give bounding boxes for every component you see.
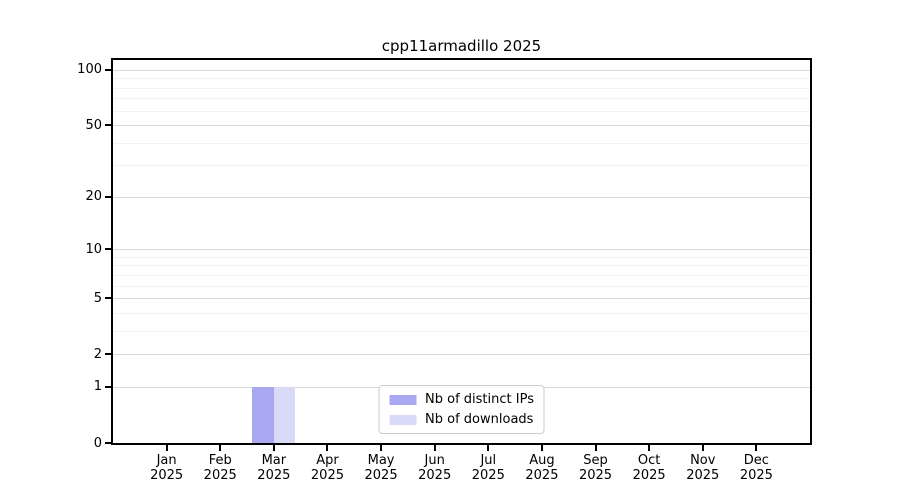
y-axis-tick-label: 50 [85, 117, 102, 133]
gridline-minor [113, 265, 810, 267]
legend-item-distinct-ips: Nb of distinct IPs [389, 392, 534, 407]
x-axis-tick [540, 445, 543, 451]
legend-swatch-distinct-ips-icon [389, 394, 417, 405]
x-axis-tick-label: Dec 2025 [739, 453, 773, 483]
x-axis-tick [701, 445, 704, 451]
x-axis-tick-label: Feb 2025 [203, 453, 237, 483]
x-axis-tick [487, 445, 490, 451]
x-axis-tick-label: Jan 2025 [150, 453, 184, 483]
x-axis-tick-label: Jul 2025 [471, 453, 505, 483]
y-axis-tick-label: 2 [93, 346, 102, 362]
x-axis-tick [648, 445, 651, 451]
x-axis-tick-label: Nov 2025 [686, 453, 720, 483]
gridline-minor [113, 78, 810, 80]
gridline-minor [113, 285, 810, 287]
gridline-minor [113, 98, 810, 100]
gridline-minor [113, 142, 810, 144]
gridline-minor [113, 165, 810, 167]
x-axis-tick [433, 445, 436, 451]
y-axis-tick-label: 10 [85, 241, 102, 257]
gridline-major [113, 69, 810, 71]
x-axis-tick-label: Oct 2025 [632, 453, 666, 483]
y-axis-tick-label: 100 [77, 62, 102, 78]
y-axis-tick-label: 1 [93, 379, 102, 395]
y-axis-tick-label: 0 [93, 435, 102, 451]
x-axis-tick [165, 445, 168, 451]
x-axis-tick-label: Aug 2025 [525, 453, 559, 483]
gridline-major [113, 125, 810, 127]
gridline-major [113, 354, 810, 356]
gridline-major [113, 249, 810, 251]
gridline-minor [113, 274, 810, 276]
x-axis-tick-label: Sep 2025 [578, 453, 613, 483]
legend-item-downloads: Nb of downloads [389, 412, 534, 427]
bar [252, 386, 274, 443]
plot-area: Nb of distinct IPs Nb of downloads [111, 58, 812, 445]
x-axis-tick [594, 445, 597, 451]
legend: Nb of distinct IPs Nb of downloads [378, 385, 545, 434]
y-axis-tick-label: 20 [85, 189, 102, 205]
bar-layer [113, 60, 810, 443]
gridline-major [113, 298, 810, 300]
y-axis-tick-label: 5 [93, 290, 102, 306]
gridline-minor [113, 110, 810, 112]
x-axis-tick-label: Apr 2025 [310, 453, 344, 483]
x-axis-tick-label: May 2025 [364, 453, 398, 483]
bar [273, 386, 296, 443]
x-axis-tick-label: Jun 2025 [418, 453, 452, 483]
gridline-minor [113, 256, 810, 258]
x-axis-tick [755, 445, 758, 451]
gridline-major [113, 196, 810, 198]
legend-label-distinct-ips: Nb of distinct IPs [425, 392, 534, 407]
gridline-minor [113, 87, 810, 89]
legend-label-downloads: Nb of downloads [425, 412, 534, 427]
x-axis-tick [380, 445, 383, 451]
gridline-minor [113, 330, 810, 332]
gridline-minor [113, 312, 810, 314]
x-axis-tick [326, 445, 329, 451]
x-axis-tick [219, 445, 222, 451]
legend-swatch-downloads-icon [389, 414, 417, 425]
chart-title: cpp11armadillo 2025 [381, 37, 542, 55]
x-axis-tick-label: Mar 2025 [257, 453, 291, 483]
x-axis-tick [272, 445, 275, 451]
